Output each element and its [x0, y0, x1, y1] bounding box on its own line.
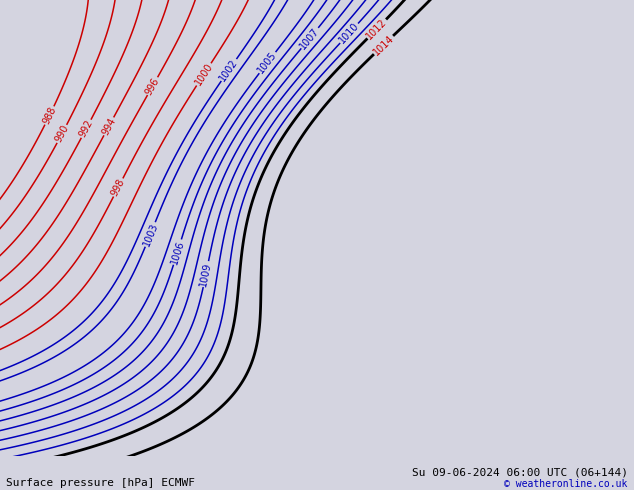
Text: 1007: 1007 [298, 25, 321, 51]
Text: 1005: 1005 [256, 50, 279, 75]
Text: 1014: 1014 [371, 33, 396, 57]
Text: 992: 992 [77, 118, 95, 139]
Text: Surface pressure [hPa] ECMWF: Surface pressure [hPa] ECMWF [6, 478, 195, 488]
Text: Su 09-06-2024 06:00 UTC (06+144): Su 09-06-2024 06:00 UTC (06+144) [411, 468, 628, 478]
Text: 994: 994 [100, 116, 117, 137]
Text: 1003: 1003 [141, 221, 160, 247]
Text: 1010: 1010 [337, 21, 361, 46]
Text: 998: 998 [110, 177, 127, 198]
Text: 1000: 1000 [193, 61, 215, 87]
Text: 1012: 1012 [365, 17, 389, 41]
Text: 990: 990 [53, 123, 70, 145]
Text: 1006: 1006 [169, 239, 186, 265]
Text: © weatheronline.co.uk: © weatheronline.co.uk [504, 479, 628, 489]
Text: 1009: 1009 [198, 261, 213, 287]
Text: 996: 996 [144, 75, 162, 97]
Text: 1002: 1002 [217, 57, 240, 83]
Text: 988: 988 [41, 105, 58, 126]
